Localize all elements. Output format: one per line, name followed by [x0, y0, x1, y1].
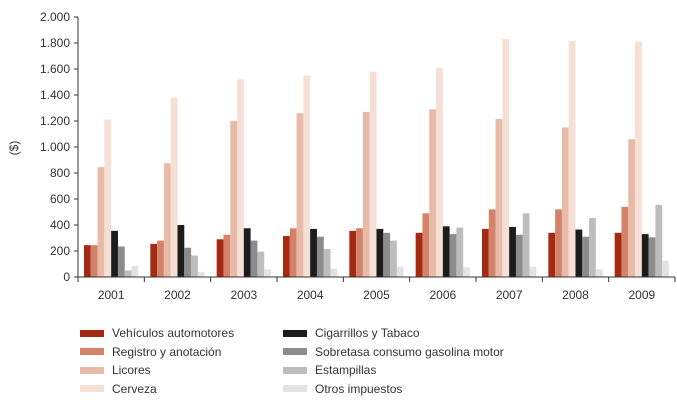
bar	[223, 234, 231, 277]
bar	[662, 260, 669, 277]
bar	[243, 228, 251, 277]
bar	[177, 225, 185, 277]
bar	[216, 239, 224, 277]
bar	[522, 213, 530, 277]
bar	[104, 119, 112, 277]
y-tick-label: 600	[50, 192, 70, 206]
bar	[349, 230, 357, 277]
bar	[250, 240, 258, 277]
y-tick-label: 1.200	[40, 114, 70, 128]
bar	[396, 266, 404, 277]
bar	[323, 249, 331, 277]
y-tick-label: 1.400	[40, 88, 70, 102]
bar	[456, 227, 464, 277]
x-tick-label: 2009	[628, 288, 655, 302]
bar	[429, 109, 437, 277]
bar	[509, 226, 516, 277]
x-tick-label: 2005	[363, 288, 390, 302]
bar	[614, 232, 622, 277]
bar	[296, 113, 304, 277]
bar	[589, 217, 596, 277]
x-tick-label: 2003	[230, 288, 257, 302]
bar	[635, 41, 642, 278]
bar	[97, 167, 105, 277]
bar	[191, 255, 198, 277]
bar	[449, 234, 457, 277]
bar	[316, 236, 324, 277]
bar	[157, 240, 164, 277]
bar	[621, 206, 629, 277]
bar	[561, 127, 569, 277]
bar	[124, 270, 132, 277]
bar	[257, 251, 265, 277]
bar	[595, 269, 603, 277]
y-tick-label: 1.800	[40, 36, 70, 50]
x-tick-label: 2004	[297, 288, 324, 302]
bar	[442, 226, 450, 277]
y-tick-label: 400	[50, 218, 70, 232]
bar	[655, 204, 663, 277]
bar	[84, 245, 91, 277]
bar	[628, 139, 636, 277]
bar	[415, 232, 423, 277]
y-axis: 0 200 400 600 800 1.000 1.200 1.400 1.600 1.800 2.…	[40, 10, 79, 284]
bar	[641, 234, 649, 277]
bar	[502, 39, 510, 277]
bar	[170, 97, 178, 277]
bar	[163, 163, 171, 277]
y-tick-label: 1.600	[40, 62, 70, 76]
x-tick-label: 2007	[496, 288, 523, 302]
bars	[84, 39, 669, 278]
bar	[184, 247, 192, 277]
x-tick-label: 2006	[429, 288, 456, 302]
x-tick-label: 2002	[164, 288, 191, 302]
bar	[289, 228, 297, 277]
bar	[90, 245, 98, 277]
bar	[383, 232, 391, 277]
bar	[330, 268, 338, 277]
bar	[648, 237, 656, 277]
x-tick-label: 2008	[562, 288, 589, 302]
bar	[362, 111, 370, 278]
bar	[197, 271, 205, 277]
y-tick-label: 2.000	[40, 10, 70, 24]
bar	[529, 266, 537, 277]
bar	[582, 236, 590, 277]
bar	[548, 232, 556, 277]
x-tick-label: 2001	[98, 288, 125, 302]
bar	[463, 267, 470, 277]
bar	[488, 209, 496, 277]
bar	[422, 213, 430, 277]
bar	[356, 228, 363, 277]
bar	[131, 265, 139, 277]
bar	[568, 41, 576, 277]
bar	[369, 71, 377, 277]
bar	[515, 234, 523, 277]
bar	[111, 230, 118, 277]
bar	[230, 121, 238, 277]
bar	[482, 228, 489, 277]
y-axis-label: ($)	[7, 141, 21, 156]
bar	[150, 243, 158, 277]
y-tick-label: 0	[63, 270, 70, 284]
bar	[303, 75, 311, 277]
bar	[555, 209, 562, 277]
bar	[495, 119, 503, 277]
bar	[264, 269, 271, 277]
bar	[283, 236, 290, 277]
x-axis: 2001 2002 2003 2004 2005 2006 2007 2008 2009	[77, 276, 676, 302]
bar	[390, 240, 397, 277]
bar	[310, 228, 317, 277]
bar	[436, 67, 443, 277]
bar	[237, 79, 244, 278]
y-tick-label: 200	[50, 244, 70, 258]
bar	[575, 229, 583, 277]
bar	[376, 228, 384, 277]
bar	[117, 246, 125, 277]
y-tick-label: 1.000	[40, 140, 70, 154]
y-tick-label: 800	[50, 166, 70, 180]
